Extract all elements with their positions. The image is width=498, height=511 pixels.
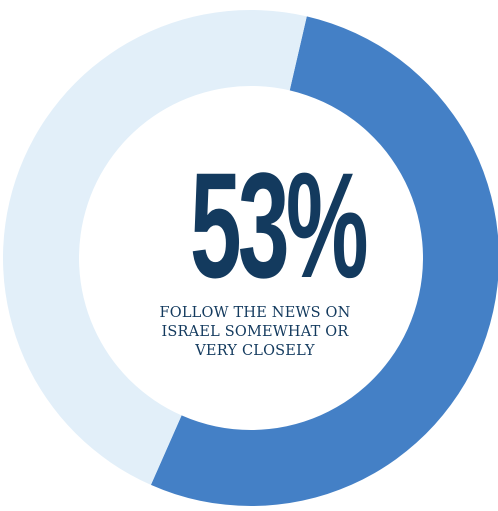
caption-line-1: FOLLOW THE NEWS ON xyxy=(159,305,351,321)
caption: FOLLOW THE NEWS ON ISRAEL SOMEWHAT OR VE… xyxy=(140,304,370,361)
caption-line-3: VERY CLOSELY xyxy=(195,343,315,359)
percentage-value: 53% xyxy=(189,141,369,309)
donut-segment-remainder xyxy=(3,10,307,485)
caption-line-2: ISRAEL SOMEWHAT OR xyxy=(161,324,349,340)
donut-segment-primary xyxy=(150,16,498,506)
